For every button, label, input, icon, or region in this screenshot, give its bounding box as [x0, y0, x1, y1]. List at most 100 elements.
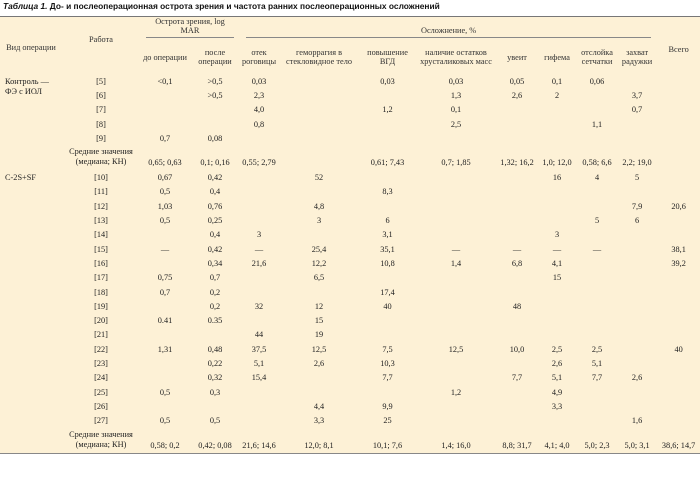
work-ref-cell: [27] [94, 416, 108, 426]
value-cell [497, 185, 537, 199]
value-cell [617, 299, 657, 313]
table-row: [11] 0,5 0,4 8,3 [0, 185, 700, 199]
work-ref-cell: [12] [94, 201, 108, 211]
value-cell [190, 103, 240, 117]
value-cell: 3,3 [313, 416, 325, 426]
value-cell [577, 88, 617, 102]
work-ref-cell: [26] [94, 401, 108, 411]
header-group-acuity-label: Острота зрения, log MAR [146, 17, 235, 38]
value-cell: 0.41 [157, 316, 173, 326]
work-ref-cell: [18] [94, 287, 108, 297]
value-cell: 6 [385, 216, 390, 226]
mean-value-cell [657, 145, 700, 170]
value-cell [537, 103, 577, 117]
value-cell [497, 213, 537, 227]
value-cell [415, 185, 497, 199]
value-cell: <0,1 [157, 76, 173, 86]
value-cell: 2,5 [450, 119, 462, 129]
value-cell [278, 228, 360, 242]
mean-value-cell: 0,58; 6,6 [582, 158, 612, 168]
value-cell [415, 170, 497, 184]
value-cell: 5 [594, 216, 600, 226]
value-cell: 0,7 [159, 133, 171, 143]
value-cell [140, 103, 190, 117]
value-cell: 3 [316, 216, 322, 226]
value-cell [415, 299, 497, 313]
work-ref-cell: [24] [94, 373, 108, 383]
table-row: [17] 0,75 0,7 6,5 15 [0, 271, 700, 285]
mean-value-cell: 5,0; 2,3 [584, 440, 610, 450]
value-cell [360, 88, 415, 102]
value-cell: 3,3 [551, 401, 563, 411]
value-cell [657, 74, 700, 88]
mean-value-cell: 4,1; 4,0 [544, 440, 570, 450]
value-cell: 2,6 [511, 90, 523, 100]
value-cell: 12,5 [311, 344, 327, 354]
value-cell [415, 213, 497, 227]
value-cell [497, 170, 537, 184]
value-cell [415, 228, 497, 242]
value-cell [140, 399, 190, 413]
value-cell [577, 199, 617, 213]
value-cell: — [512, 244, 522, 254]
mean-value-cell: 0,42; 0,08 [198, 440, 232, 450]
table-row: [19] 0,2 32 12 40 48 [0, 299, 700, 313]
table-caption: Таблица 1. До- и послеоперационная остро… [3, 1, 440, 11]
value-cell: 15,4 [251, 373, 267, 383]
value-cell [617, 356, 657, 370]
value-cell: — [552, 244, 562, 254]
table-row: [26] 4,4 9,9 3,3 [0, 399, 700, 413]
value-cell: 4 [594, 173, 600, 183]
value-cell: — [160, 244, 170, 254]
data-table: Вид операции Работа Острота зрения, log … [0, 17, 700, 453]
value-cell [140, 117, 190, 131]
value-cell: 0,03 [448, 76, 464, 86]
value-cell: 0.35 [207, 316, 223, 326]
value-cell [240, 385, 278, 399]
work-ref-cell: [14] [94, 230, 108, 240]
value-cell [497, 385, 537, 399]
table-row: [23] 0,22 5,1 2,6 10,3 2,6 5,1 [0, 356, 700, 370]
header-hyphema: гифема [544, 52, 570, 62]
value-cell: 0,03 [251, 76, 267, 86]
value-cell [240, 199, 278, 213]
mean-value-cell: 8,8; 31,7 [502, 440, 532, 450]
value-cell: 0,8 [253, 119, 265, 129]
value-cell: 1,6 [631, 416, 643, 426]
value-cell [537, 185, 577, 199]
value-cell [577, 399, 617, 413]
value-cell: 0,75 [157, 273, 173, 283]
value-cell: 35,1 [380, 244, 395, 254]
value-cell: 6 [634, 216, 640, 226]
header-after-op: после операции [198, 48, 232, 66]
value-cell: 2,5 [551, 344, 563, 354]
value-cell [415, 131, 497, 145]
value-cell [140, 299, 190, 313]
value-cell [240, 213, 278, 227]
value-cell: 1,2 [450, 387, 462, 397]
table-row: [18] 0,7 0,2 17,4 [0, 285, 700, 299]
value-cell: 0,25 [207, 216, 223, 226]
value-cell: 52 [314, 173, 324, 183]
value-cell [140, 371, 190, 385]
value-cell [240, 399, 278, 413]
value-cell: 0,34 [207, 258, 223, 268]
value-cell [537, 313, 577, 327]
value-cell: 37,5 [251, 344, 267, 354]
value-cell [190, 328, 240, 342]
value-cell [240, 271, 278, 285]
table-row: [14] 0,4 3 3,1 3 [0, 228, 700, 242]
value-cell [497, 271, 537, 285]
value-cell [617, 399, 657, 413]
value-cell [657, 371, 700, 385]
value-cell [577, 131, 617, 145]
value-cell: 3 [256, 230, 262, 240]
value-cell: >0,5 [207, 90, 223, 100]
mean-row: Средние значения (медиана; КН) 0,65; 0,63… [0, 145, 700, 170]
value-cell [278, 185, 360, 199]
table-row: [25] 0,5 0,3 1,2 4,9 [0, 385, 700, 399]
value-cell [617, 328, 657, 342]
value-cell [415, 199, 497, 213]
value-cell: 8,3 [382, 187, 393, 197]
value-cell: 0,4 [209, 230, 221, 240]
